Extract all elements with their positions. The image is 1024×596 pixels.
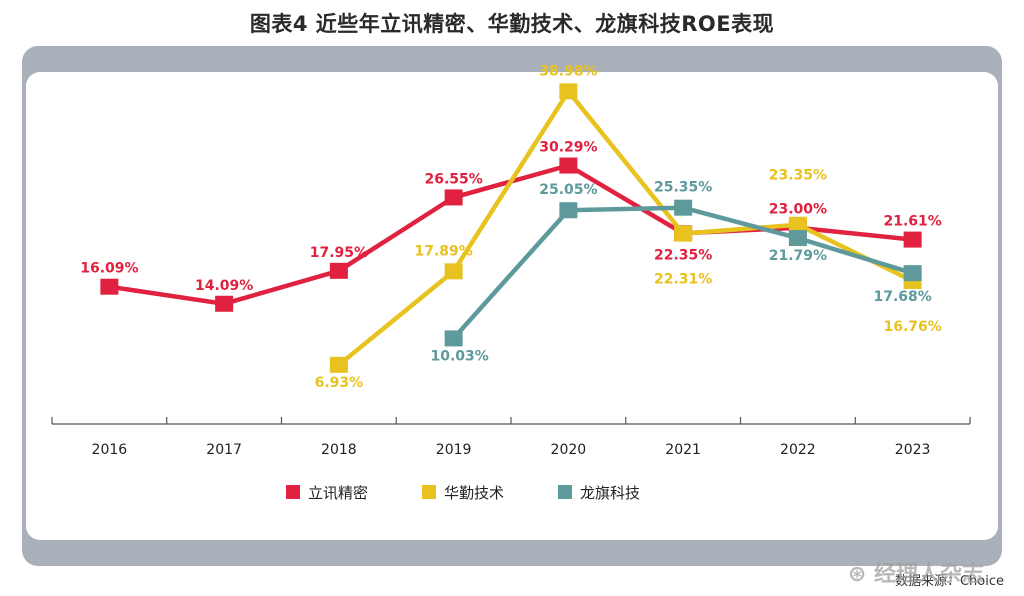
data-label: 21.79%	[769, 248, 827, 264]
data-label: 26.55%	[424, 171, 482, 187]
legend-label: 立讯精密	[308, 484, 368, 502]
series-group	[100, 83, 922, 373]
data-label: 38.98%	[539, 63, 597, 79]
legend-swatch	[286, 485, 300, 499]
series-line	[337, 89, 914, 367]
data-point-marker	[100, 278, 119, 295]
data-label: 23.00%	[769, 202, 827, 218]
watermark-text: 经理人杂志	[873, 562, 984, 587]
x-axis: 2016 2017 2018 2019 2020 2021 2022 2023	[51, 417, 971, 458]
x-tick-label: 2022	[780, 442, 816, 458]
source-note: 数据来源：Choice	[894, 574, 1004, 589]
data-point-marker	[559, 83, 578, 100]
data-point-marker	[674, 199, 693, 216]
data-label: 17.95%	[310, 245, 368, 261]
data-label: 10.03%	[430, 348, 488, 364]
data-point-marker	[559, 202, 578, 219]
legend: 立讯精密 华勤技术 龙旗科技	[286, 484, 640, 502]
data-label: 22.35%	[654, 247, 712, 263]
chart-panel	[26, 72, 998, 540]
data-label: 16.09%	[80, 261, 138, 277]
data-label: 14.09%	[195, 278, 253, 294]
data-point-marker	[674, 225, 693, 242]
data-label: 17.89%	[414, 243, 472, 259]
x-tick-label: 2020	[551, 442, 587, 458]
data-point-marker	[444, 263, 463, 280]
x-tick-label: 2017	[206, 442, 242, 458]
x-tick-label: 2019	[436, 442, 472, 458]
x-tick-label: 2016	[92, 442, 128, 458]
data-label: 22.31%	[654, 272, 712, 288]
data-label: 25.05%	[539, 182, 597, 198]
data-point-marker	[444, 189, 463, 206]
data-point-marker	[329, 262, 348, 279]
data-label: 23.35%	[769, 168, 827, 184]
data-label: 17.68%	[873, 289, 931, 305]
data-label: 25.35%	[654, 180, 712, 196]
data-point-marker	[788, 230, 807, 247]
chart-title: 图表4 近些年立讯精密、华勤技术、龙旗科技ROE表现	[249, 12, 775, 36]
legend-label: 华勤技术	[444, 484, 504, 502]
x-tick-label: 2021	[665, 442, 701, 458]
data-point-marker	[903, 231, 922, 248]
legend-swatch	[558, 485, 572, 499]
data-label: 21.61%	[883, 214, 941, 230]
data-point-marker	[903, 265, 922, 282]
legend-swatch	[422, 485, 436, 499]
data-point-marker	[559, 157, 578, 174]
x-tick-label: 2023	[895, 442, 931, 458]
x-tick-label: 2018	[321, 442, 357, 458]
data-label: 30.29%	[539, 140, 597, 156]
data-point-marker	[788, 216, 807, 233]
data-point-marker	[329, 356, 348, 373]
data-label: 16.76%	[883, 319, 941, 335]
data-point-marker	[215, 295, 234, 312]
data-labels: 16.09% 14.09% 17.95% 26.55% 30.29% 22.35% 23.0…	[80, 63, 942, 390]
watermark-logo: ⊛ 经理人杂志	[847, 562, 984, 587]
data-label: 6.93%	[315, 375, 364, 391]
legend-label: 龙旗科技	[580, 484, 640, 502]
data-point-marker	[444, 330, 463, 347]
